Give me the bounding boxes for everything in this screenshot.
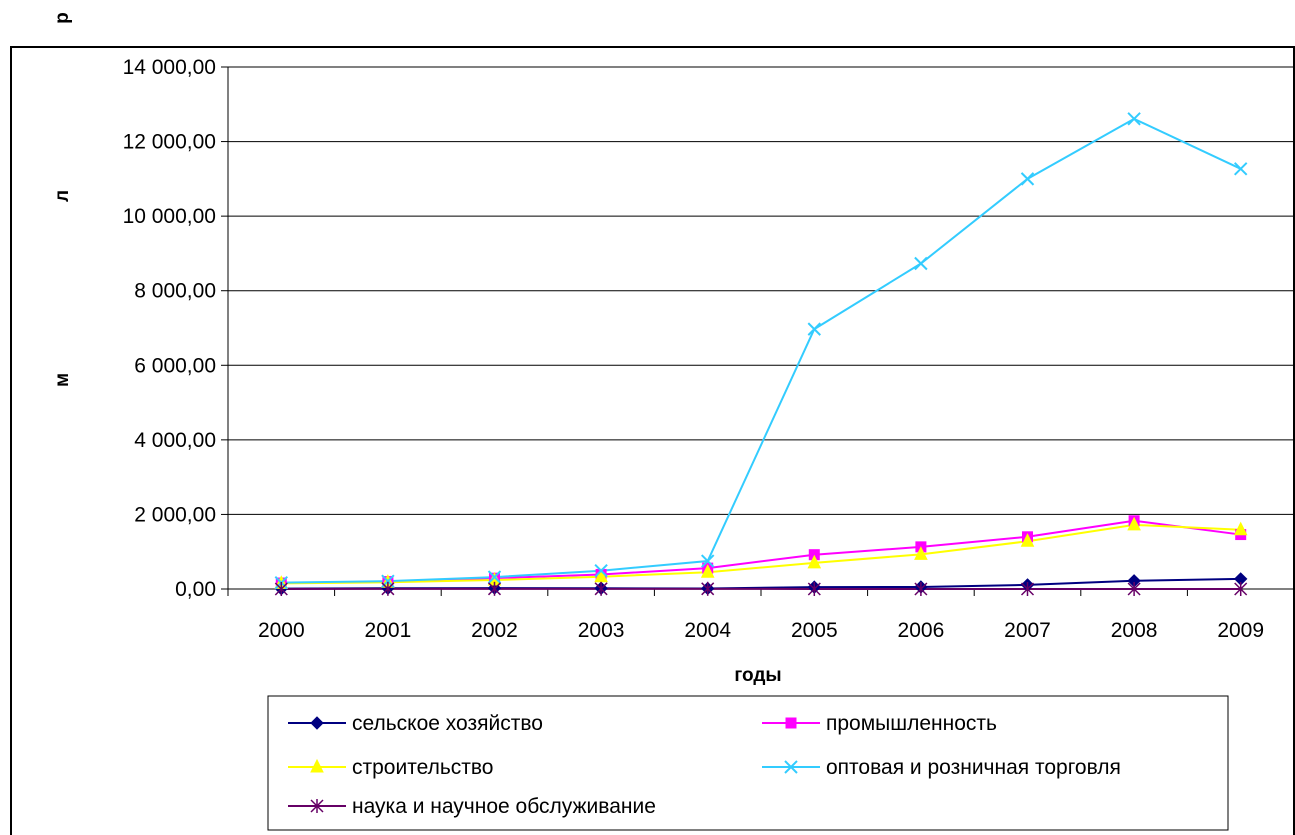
y-tick-label: 14 000,00 <box>123 56 216 79</box>
legend-marker <box>310 716 324 730</box>
legend-label: промышленность <box>826 712 997 735</box>
y-tick-label: 0,00 <box>175 578 216 601</box>
data-point <box>700 564 715 578</box>
data-point <box>914 546 928 560</box>
legend-label: оптовая и розничная торговля <box>826 756 1121 779</box>
data-point <box>1020 172 1035 186</box>
data-point <box>914 256 928 271</box>
x-tick-label: 2004 <box>684 619 731 642</box>
data-point <box>1234 582 1248 596</box>
data-point <box>487 570 502 584</box>
series-line <box>281 523 1241 585</box>
data-point <box>274 582 288 596</box>
data-point <box>381 581 395 596</box>
x-tick-label: 2006 <box>898 619 945 642</box>
y-axis-title-char: р <box>52 12 73 24</box>
y-tick-label: 4 000,00 <box>134 429 216 452</box>
data-point <box>1127 582 1141 596</box>
data-point <box>594 581 608 596</box>
legend-marker <box>310 799 324 813</box>
legend-box <box>267 695 1229 831</box>
x-tick-label: 2001 <box>365 619 412 642</box>
data-point <box>1127 516 1141 531</box>
data-point <box>1233 162 1248 176</box>
series-line <box>281 117 1242 584</box>
y-axis-title-char: м <box>52 373 73 387</box>
legend-label: наука и научное обслуживание <box>352 795 656 818</box>
y-tick-label: 12 000,00 <box>123 131 216 154</box>
legend-marker <box>785 717 797 729</box>
legend-label: сельское хозяйство <box>352 712 543 735</box>
legend-marker <box>784 760 798 774</box>
y-tick-label: 8 000,00 <box>134 280 216 303</box>
x-tick-label: 2008 <box>1111 619 1158 642</box>
x-tick-label: 2000 <box>258 619 305 642</box>
data-point <box>807 582 821 596</box>
x-tick-label: 2002 <box>471 619 518 642</box>
x-tick-label: 2007 <box>1004 619 1051 642</box>
data-point <box>1020 582 1035 596</box>
data-point <box>700 554 715 568</box>
x-tick-label: 2003 <box>578 619 625 642</box>
y-tick-label: 10 000,00 <box>123 205 216 228</box>
data-point <box>914 582 928 596</box>
y-axis-title-char: л <box>52 190 73 202</box>
data-point <box>594 564 608 578</box>
y-tick-label: 6 000,00 <box>134 354 216 377</box>
x-axis-title: годы <box>734 665 781 686</box>
x-tick-label: 2005 <box>791 619 838 642</box>
x-tick-label: 2009 <box>1217 619 1264 642</box>
y-tick-label: 2 000,00 <box>134 503 216 526</box>
data-point <box>487 581 502 596</box>
data-point <box>1127 112 1141 126</box>
data-point <box>807 322 822 336</box>
data-point <box>1233 521 1248 536</box>
data-point <box>807 554 822 569</box>
data-point <box>594 568 608 583</box>
data-point <box>1020 533 1035 547</box>
data-point <box>701 581 715 596</box>
legend-marker <box>310 758 324 773</box>
legend-label: строительство <box>352 756 493 779</box>
